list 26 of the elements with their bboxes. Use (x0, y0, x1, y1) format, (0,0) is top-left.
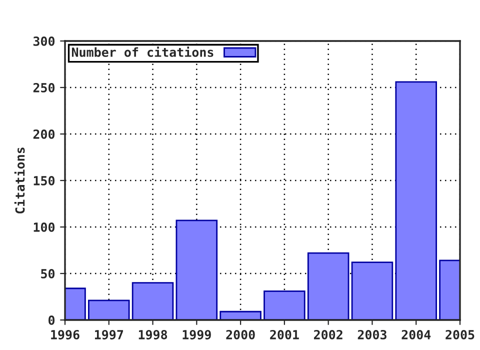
x-tick-label: 2004 (402, 330, 431, 340)
bar (307, 252, 350, 320)
y-tick-label: 150 (34, 176, 55, 186)
x-tick-label: 1997 (94, 330, 123, 340)
y-tick-label: 200 (33, 129, 55, 139)
bar (132, 282, 174, 320)
x-tick-label: 2001 (270, 330, 299, 340)
x-tick-label: 1999 (182, 330, 211, 340)
bar (395, 81, 437, 320)
y-tick-label: 300 (33, 36, 55, 46)
y-axis-title: Citations (14, 148, 25, 214)
y-tick-label: 100 (34, 222, 55, 232)
x-tick-label: 2005 (446, 330, 474, 340)
y-tick-label: 50 (41, 268, 55, 278)
y-tick-label: 0 (48, 315, 55, 325)
bar (264, 290, 306, 320)
x-tick-label: 1996 (51, 330, 80, 340)
x-tick-label: 2000 (226, 330, 255, 340)
x-tick-label: 2003 (358, 330, 386, 340)
y-tick-label: 250 (33, 82, 55, 92)
bar (351, 262, 394, 320)
bar (88, 300, 130, 320)
x-tick-label: 1998 (138, 330, 168, 340)
legend-label: Number of citations (72, 46, 214, 57)
x-tick-label: 2002 (314, 330, 342, 340)
bar (176, 220, 218, 320)
